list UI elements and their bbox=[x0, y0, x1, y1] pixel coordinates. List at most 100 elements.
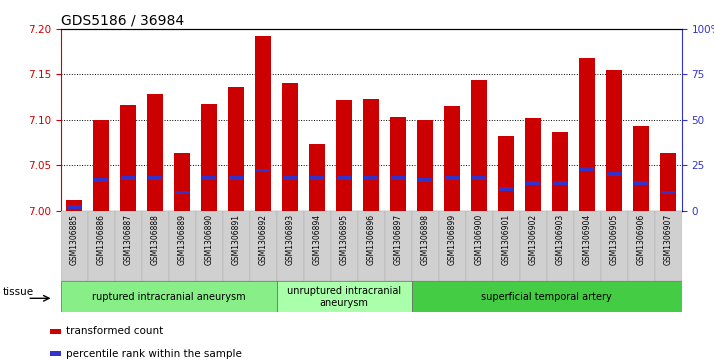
Bar bbox=[385, 211, 412, 281]
Bar bbox=[223, 211, 250, 281]
Bar bbox=[66, 200, 82, 211]
Bar bbox=[229, 176, 243, 180]
Text: GSM1306886: GSM1306886 bbox=[96, 214, 106, 265]
Text: GSM1306905: GSM1306905 bbox=[610, 214, 619, 265]
Bar bbox=[174, 154, 191, 211]
Bar bbox=[120, 105, 136, 211]
Bar bbox=[520, 211, 547, 281]
Bar bbox=[303, 211, 331, 281]
Bar bbox=[473, 176, 486, 180]
Text: GDS5186 / 36984: GDS5186 / 36984 bbox=[61, 14, 183, 28]
Text: GSM1306897: GSM1306897 bbox=[394, 214, 403, 265]
Bar bbox=[149, 176, 162, 180]
Bar bbox=[444, 106, 461, 211]
Bar bbox=[606, 70, 623, 211]
Text: GSM1306890: GSM1306890 bbox=[205, 214, 213, 265]
Text: GSM1306898: GSM1306898 bbox=[421, 214, 430, 265]
Text: GSM1306900: GSM1306900 bbox=[475, 214, 484, 265]
Bar bbox=[412, 281, 682, 312]
Text: ruptured intracranial aneurysm: ruptured intracranial aneurysm bbox=[92, 292, 246, 302]
Bar bbox=[88, 211, 115, 281]
Text: unruptured intracranial
aneurysm: unruptured intracranial aneurysm bbox=[287, 286, 401, 307]
Bar bbox=[196, 211, 223, 281]
Bar bbox=[67, 205, 81, 209]
Text: GSM1306885: GSM1306885 bbox=[70, 214, 79, 265]
Bar bbox=[471, 80, 488, 211]
Bar bbox=[466, 211, 493, 281]
Bar bbox=[309, 144, 326, 211]
Text: transformed count: transformed count bbox=[66, 326, 164, 336]
Bar bbox=[552, 132, 568, 211]
Bar bbox=[417, 120, 433, 211]
Bar bbox=[115, 211, 141, 281]
Bar bbox=[628, 211, 655, 281]
Bar bbox=[660, 154, 676, 211]
Bar bbox=[336, 100, 353, 211]
Bar bbox=[277, 281, 412, 312]
Text: GSM1306889: GSM1306889 bbox=[178, 214, 187, 265]
Bar bbox=[61, 211, 88, 281]
Text: GSM1306891: GSM1306891 bbox=[232, 214, 241, 265]
Bar bbox=[121, 176, 135, 180]
Text: tissue: tissue bbox=[3, 287, 34, 297]
Bar bbox=[499, 187, 513, 191]
Bar bbox=[61, 281, 277, 312]
Bar bbox=[93, 120, 109, 211]
Bar bbox=[580, 167, 594, 171]
Text: GSM1306902: GSM1306902 bbox=[529, 214, 538, 265]
Bar bbox=[412, 211, 439, 281]
Bar bbox=[331, 211, 358, 281]
Bar bbox=[256, 169, 270, 172]
Bar bbox=[498, 136, 514, 211]
Bar bbox=[255, 36, 271, 211]
Bar bbox=[363, 99, 379, 211]
Bar bbox=[390, 117, 406, 211]
Bar bbox=[141, 211, 169, 281]
Text: GSM1306899: GSM1306899 bbox=[448, 214, 457, 265]
Text: GSM1306892: GSM1306892 bbox=[258, 214, 268, 265]
Bar bbox=[277, 211, 303, 281]
Bar bbox=[283, 176, 297, 180]
Bar bbox=[446, 176, 459, 180]
Text: GSM1306893: GSM1306893 bbox=[286, 214, 295, 265]
Bar bbox=[94, 178, 108, 182]
Bar bbox=[579, 58, 595, 211]
Bar bbox=[358, 211, 385, 281]
Text: GSM1306907: GSM1306907 bbox=[664, 214, 673, 265]
Text: GSM1306903: GSM1306903 bbox=[555, 214, 565, 265]
Bar bbox=[202, 176, 216, 180]
Bar bbox=[493, 211, 520, 281]
Bar bbox=[526, 182, 540, 185]
Text: GSM1306896: GSM1306896 bbox=[367, 214, 376, 265]
Bar bbox=[169, 211, 196, 281]
Bar bbox=[311, 176, 324, 180]
Text: GSM1306894: GSM1306894 bbox=[313, 214, 322, 265]
Bar bbox=[50, 351, 61, 356]
Bar bbox=[147, 94, 164, 211]
Bar bbox=[50, 329, 61, 334]
Text: percentile rank within the sample: percentile rank within the sample bbox=[66, 348, 242, 359]
Text: GSM1306906: GSM1306906 bbox=[637, 214, 646, 265]
Text: superficial temporal artery: superficial temporal artery bbox=[481, 292, 612, 302]
Bar bbox=[661, 191, 675, 194]
Bar bbox=[601, 211, 628, 281]
Text: GSM1306904: GSM1306904 bbox=[583, 214, 592, 265]
Bar bbox=[338, 176, 351, 180]
Bar bbox=[201, 105, 217, 211]
Bar bbox=[553, 182, 567, 185]
Bar bbox=[633, 126, 650, 211]
Bar bbox=[655, 211, 682, 281]
Bar bbox=[364, 176, 378, 180]
Bar bbox=[418, 178, 432, 182]
Bar bbox=[250, 211, 277, 281]
Bar bbox=[635, 182, 648, 185]
Bar bbox=[526, 118, 541, 211]
Bar bbox=[439, 211, 466, 281]
Bar bbox=[228, 87, 244, 211]
Bar bbox=[574, 211, 601, 281]
Bar bbox=[391, 176, 405, 180]
Text: GSM1306888: GSM1306888 bbox=[151, 214, 160, 265]
Text: GSM1306887: GSM1306887 bbox=[124, 214, 133, 265]
Bar bbox=[547, 211, 574, 281]
Text: GSM1306901: GSM1306901 bbox=[502, 214, 511, 265]
